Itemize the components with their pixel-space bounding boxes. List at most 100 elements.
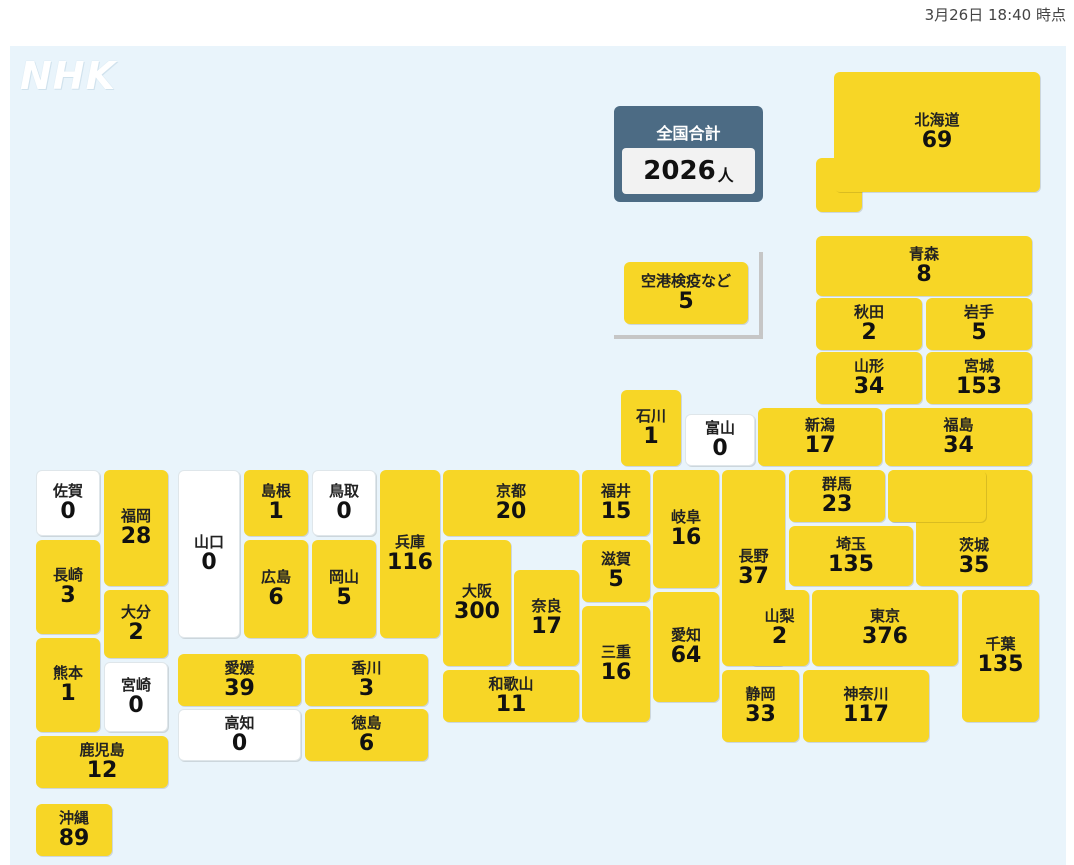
prefecture-tile-hyogo[interactable]: 兵庫 116 <box>380 470 440 638</box>
prefecture-tile-shizuoka[interactable]: 静岡 33 <box>722 670 799 742</box>
prefecture-tile-yamaguchi[interactable]: 山口 0 <box>178 470 240 638</box>
prefecture-tile-fukui[interactable]: 福井 15 <box>582 470 650 536</box>
prefecture-value: 16 <box>600 660 632 685</box>
prefecture-tile-kagawa[interactable]: 香川 3 <box>305 654 428 706</box>
prefecture-value: 17 <box>804 433 836 458</box>
prefecture-tile-niigata[interactable]: 新潟 17 <box>758 408 882 466</box>
prefecture-value: 8 <box>916 262 932 287</box>
prefecture-tile-shimane[interactable]: 島根 1 <box>244 470 308 536</box>
prefecture-name: 高知 <box>224 714 255 732</box>
prefecture-tile-oita[interactable]: 大分 2 <box>104 590 168 658</box>
prefecture-tile-yamanashi[interactable]: 山梨 2 <box>750 590 809 666</box>
prefecture-name: 奈良 <box>531 597 562 615</box>
prefecture-tile-miyagi[interactable]: 宮城 153 <box>926 352 1032 404</box>
prefecture-tile-gunma[interactable]: 群馬 23 <box>789 470 885 522</box>
prefecture-name: 東京 <box>869 607 900 625</box>
prefecture-tile-okayama[interactable]: 岡山 5 <box>312 540 376 638</box>
airport-quarantine-tile[interactable]: 空港検疫など 5 <box>624 262 748 324</box>
prefecture-name: 北海道 <box>914 111 960 129</box>
prefecture-tile-aomori[interactable]: 青森 8 <box>816 236 1032 296</box>
prefecture-name: 愛知 <box>670 626 701 644</box>
prefecture-value: 12 <box>86 758 118 783</box>
prefecture-tile-miyazaki[interactable]: 宮崎 0 <box>104 662 168 732</box>
prefecture-value: 34 <box>943 433 974 458</box>
prefecture-value: 37 <box>738 564 769 589</box>
prefecture-value: 0 <box>336 499 352 524</box>
national-total-box: 2026 人 <box>622 148 755 194</box>
prefecture-value: 35 <box>958 553 990 578</box>
prefecture-tile-toyama[interactable]: 富山 0 <box>685 414 755 466</box>
prefecture-name: 佐賀 <box>52 482 83 500</box>
prefecture-name: 新潟 <box>804 416 835 434</box>
prefecture-tile-tokushima[interactable]: 徳島 6 <box>305 709 428 761</box>
prefecture-name: 秋田 <box>853 303 884 321</box>
prefecture-tile-ehime[interactable]: 愛媛 39 <box>178 654 301 706</box>
prefecture-name: 兵庫 <box>394 533 425 551</box>
prefecture-value: 15 <box>600 499 632 524</box>
prefecture-tile-mie[interactable]: 三重 16 <box>582 606 650 722</box>
prefecture-name: 千葉 <box>985 635 1016 653</box>
timestamp: 3月26日 18:40 時点 <box>924 6 1066 24</box>
prefecture-tile-kochi[interactable]: 高知 0 <box>178 709 301 761</box>
prefecture-tile-nara[interactable]: 奈良 17 <box>514 570 579 666</box>
prefecture-value: 0 <box>201 550 217 575</box>
prefecture-tile-kyoto[interactable]: 京都 20 <box>443 470 579 536</box>
prefecture-tile-kagoshima[interactable]: 鹿児島 12 <box>36 736 168 788</box>
prefecture-tile-iwate[interactable]: 岩手 5 <box>926 298 1032 350</box>
prefecture-tile-akita[interactable]: 秋田 2 <box>816 298 922 350</box>
prefecture-tile-gifu[interactable]: 岐阜 16 <box>653 470 719 588</box>
prefecture-value: 2 <box>861 320 877 345</box>
airport-frame-line <box>759 252 763 338</box>
prefecture-tile-kumamoto[interactable]: 熊本 1 <box>36 638 100 732</box>
prefecture-name: 愛媛 <box>224 659 255 677</box>
prefecture-tile-ishikawa[interactable]: 石川 1 <box>621 390 681 466</box>
prefecture-name: 大分 <box>120 603 151 621</box>
prefecture-name: 岐阜 <box>670 508 701 526</box>
prefecture-name: 大阪 <box>461 582 492 600</box>
prefecture-name: 滋賀 <box>600 550 631 568</box>
airport-frame-line <box>614 335 763 339</box>
prefecture-name: 山口 <box>193 533 224 551</box>
prefecture-name: 広島 <box>260 568 291 586</box>
prefecture-tile-shiga[interactable]: 滋賀 5 <box>582 540 650 602</box>
prefecture-name: 長崎 <box>52 566 83 584</box>
prefecture-tile-saitama[interactable]: 埼玉 135 <box>789 526 913 586</box>
prefecture-value: 2 <box>771 624 788 649</box>
prefecture-value: 34 <box>853 374 885 399</box>
prefecture-value: 1 <box>268 499 284 524</box>
prefecture-name: 福島 <box>943 416 974 434</box>
prefecture-value: 23 <box>821 492 853 517</box>
prefecture-tile-nagasaki[interactable]: 長崎 3 <box>36 540 100 634</box>
prefecture-tile-osaka[interactable]: 大阪 300 <box>443 540 511 666</box>
prefecture-tile-chiba[interactable]: 千葉 135 <box>962 590 1039 722</box>
prefecture-name: 富山 <box>704 419 735 437</box>
prefecture-tile-kanagawa[interactable]: 神奈川 117 <box>803 670 929 742</box>
prefecture-name: 岩手 <box>963 303 994 321</box>
prefecture-tile-okinawa[interactable]: 沖縄 89 <box>36 804 112 856</box>
prefecture-name: 埼玉 <box>835 535 866 553</box>
prefecture-tile-yamagata[interactable]: 山形 34 <box>816 352 922 404</box>
prefecture-name: 京都 <box>495 482 526 500</box>
prefecture-value: 2 <box>128 620 144 645</box>
prefecture-value: 1 <box>60 681 76 706</box>
prefecture-tile-fukuoka[interactable]: 福岡 28 <box>104 470 168 586</box>
national-total-label: 全国合計 <box>656 124 721 143</box>
prefecture-name: 鹿児島 <box>79 741 125 759</box>
prefecture-name: 山形 <box>853 357 884 375</box>
prefecture-tile-aichi[interactable]: 愛知 64 <box>653 592 719 702</box>
prefecture-value: 5 <box>608 567 624 592</box>
prefecture-tile-tottori[interactable]: 鳥取 0 <box>312 470 376 536</box>
prefecture-value: 17 <box>531 614 562 639</box>
prefecture-tile-saga[interactable]: 佐賀 0 <box>36 470 100 536</box>
national-total-value: 2026 <box>643 156 716 186</box>
prefecture-tile-wakayama[interactable]: 和歌山 11 <box>443 670 579 722</box>
prefecture-tile-tokyo[interactable]: 東京 376 <box>812 590 958 666</box>
prefecture-value: 1 <box>643 424 659 449</box>
prefecture-tile-fukushima[interactable]: 福島 34 <box>885 408 1032 466</box>
prefecture-value: 300 <box>454 599 500 624</box>
prefecture-value: 0 <box>712 436 728 461</box>
prefecture-name: 徳島 <box>351 714 382 732</box>
prefecture-tile-hokkaido[interactable]: 北海道 69 <box>834 72 1040 192</box>
prefecture-tile-hiroshima[interactable]: 広島 6 <box>244 540 308 638</box>
prefecture-name: 岡山 <box>328 568 359 586</box>
